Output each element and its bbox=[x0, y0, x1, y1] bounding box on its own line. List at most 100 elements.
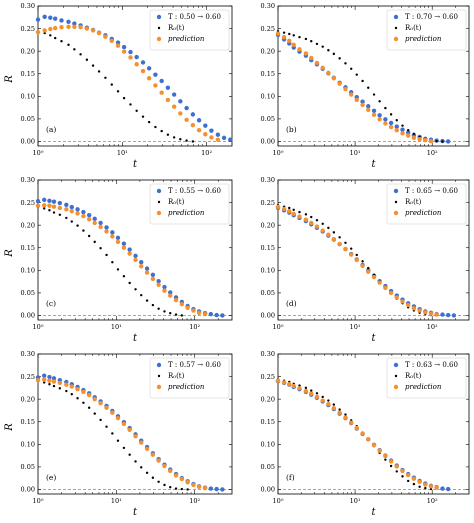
data-point bbox=[337, 81, 342, 86]
data-point bbox=[99, 418, 102, 422]
data-point bbox=[128, 281, 131, 285]
legend-marker bbox=[393, 188, 399, 194]
data-point bbox=[190, 112, 196, 117]
data-point bbox=[140, 68, 146, 74]
data-point bbox=[157, 480, 160, 484]
data-point bbox=[86, 213, 92, 218]
y-tick-label: 0.00 bbox=[261, 312, 275, 320]
data-point bbox=[384, 458, 387, 461]
data-point bbox=[115, 239, 121, 245]
data-point bbox=[309, 55, 314, 61]
data-point bbox=[139, 440, 144, 445]
data-point bbox=[104, 229, 109, 234]
data-point bbox=[349, 420, 354, 425]
data-point bbox=[445, 139, 451, 144]
data-point bbox=[70, 220, 73, 223]
data-point bbox=[395, 470, 398, 473]
x-axis-label: t bbox=[133, 507, 138, 518]
data-point bbox=[354, 257, 359, 263]
data-point bbox=[173, 473, 179, 478]
data-point bbox=[412, 482, 416, 486]
x-axis-label: t bbox=[133, 333, 138, 344]
data-point bbox=[344, 241, 347, 244]
data-point bbox=[275, 31, 281, 36]
legend-marker bbox=[394, 374, 398, 378]
data-point bbox=[350, 67, 353, 70]
legend-marker bbox=[157, 374, 161, 378]
legend-marker bbox=[393, 384, 399, 390]
x-tick-label: 10¹ bbox=[111, 497, 122, 505]
data-point bbox=[281, 206, 287, 212]
data-point bbox=[67, 43, 70, 47]
legend-label: prediction bbox=[168, 35, 205, 43]
data-point bbox=[388, 120, 394, 126]
data-point bbox=[168, 290, 173, 295]
data-point bbox=[326, 232, 331, 237]
data-point bbox=[401, 475, 404, 478]
data-point bbox=[134, 288, 137, 291]
data-point bbox=[174, 487, 178, 490]
data-point bbox=[349, 92, 354, 97]
data-point bbox=[291, 42, 296, 48]
data-point bbox=[121, 241, 127, 246]
y-tick-label: 0.20 bbox=[21, 221, 35, 229]
data-point bbox=[331, 76, 337, 81]
data-point bbox=[215, 132, 221, 137]
data-point bbox=[315, 218, 319, 222]
panel-label: (c) bbox=[46, 299, 56, 308]
data-point bbox=[141, 115, 145, 118]
data-point bbox=[66, 24, 71, 29]
data-point bbox=[221, 135, 227, 141]
data-point bbox=[314, 224, 320, 229]
data-point bbox=[451, 313, 457, 318]
chart-panel-d: 0.00 0.05 0.10 0.15 0.20 0.25 0.30 10⁰ 10¹ 10² t (d… bbox=[261, 176, 470, 344]
data-point bbox=[389, 113, 393, 116]
data-point bbox=[326, 401, 331, 407]
y-tick-label: 0.15 bbox=[21, 418, 35, 426]
data-point bbox=[147, 120, 151, 124]
x-tick-label: 10⁰ bbox=[33, 323, 44, 331]
data-point bbox=[169, 312, 172, 315]
plot-frame bbox=[37, 353, 233, 495]
data-point bbox=[417, 308, 422, 313]
data-point bbox=[53, 16, 58, 21]
y-tick-label: 0.20 bbox=[261, 395, 275, 403]
x-tick-label: 10¹ bbox=[117, 149, 128, 157]
data-point bbox=[87, 234, 91, 238]
data-point bbox=[72, 24, 77, 29]
data-point bbox=[291, 211, 296, 217]
data-point bbox=[337, 241, 342, 247]
data-point bbox=[366, 269, 371, 274]
y-tick-label: 0.10 bbox=[261, 267, 275, 275]
data-point bbox=[92, 396, 97, 402]
data-point bbox=[360, 99, 365, 104]
data-point bbox=[383, 117, 388, 122]
data-point bbox=[72, 21, 77, 26]
data-point bbox=[287, 38, 292, 43]
legend: T : 0.70 → 0.60 R₀(t) prediction bbox=[386, 9, 467, 51]
y-axis-label: R bbox=[4, 75, 15, 84]
data-point bbox=[35, 199, 41, 204]
data-point bbox=[99, 246, 102, 250]
data-point bbox=[116, 90, 120, 93]
data-point bbox=[388, 290, 394, 296]
y-tick-label: 0.05 bbox=[21, 463, 35, 471]
data-point bbox=[140, 466, 143, 469]
y-tick-label: 0.25 bbox=[21, 373, 35, 381]
data-point bbox=[166, 133, 170, 136]
data-point bbox=[69, 384, 74, 389]
data-point bbox=[209, 128, 214, 133]
x-tick-label: 10² bbox=[201, 149, 212, 157]
data-point bbox=[297, 214, 302, 219]
data-point bbox=[48, 383, 51, 386]
data-point bbox=[59, 25, 64, 30]
y-axis-label: R bbox=[4, 423, 15, 432]
legend-label: prediction bbox=[405, 209, 442, 217]
data-point bbox=[389, 464, 393, 468]
data-point bbox=[209, 135, 214, 140]
data-point bbox=[288, 206, 291, 210]
data-point bbox=[82, 229, 85, 232]
data-point bbox=[35, 377, 41, 383]
y-tick-label: 0.20 bbox=[21, 47, 35, 55]
